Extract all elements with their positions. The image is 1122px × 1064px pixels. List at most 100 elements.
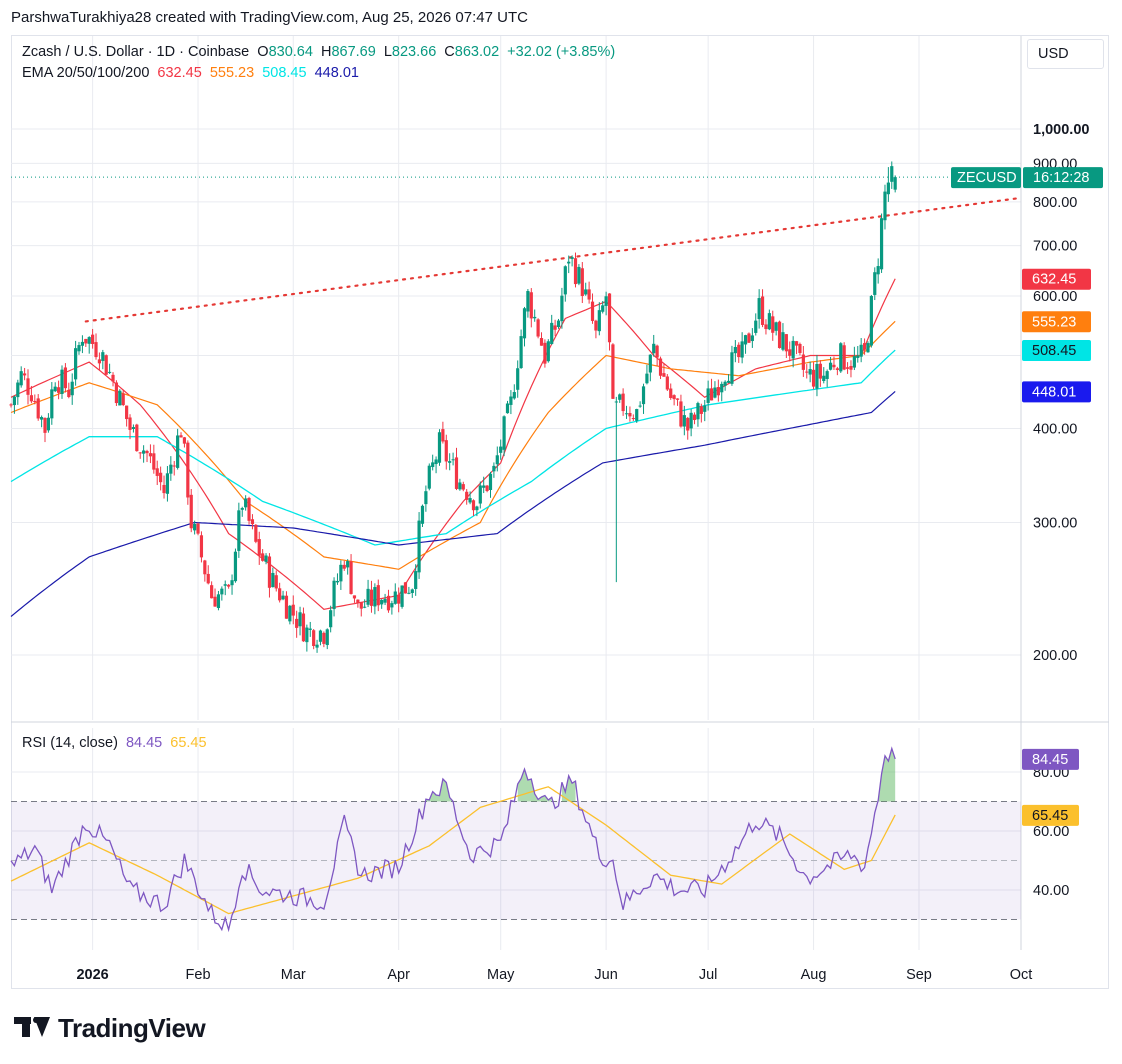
candle (529, 288, 533, 328)
candle-body (352, 595, 357, 599)
candle (114, 380, 119, 406)
candle (101, 349, 105, 370)
candle-body (580, 268, 584, 296)
candle (237, 502, 241, 558)
candle-body (169, 464, 173, 474)
candle (135, 423, 139, 452)
candle-body (696, 403, 700, 420)
candle (805, 364, 809, 379)
candle (669, 383, 673, 400)
candle (322, 631, 326, 648)
candle-body (873, 272, 877, 295)
candle-body (87, 337, 91, 344)
candle (155, 460, 159, 486)
candle-body (349, 561, 353, 594)
candle-body (750, 335, 754, 342)
candle (798, 342, 802, 356)
candle-body (764, 324, 768, 330)
candle-body (645, 373, 649, 384)
candle (261, 549, 265, 562)
candle-body (604, 296, 608, 306)
candle-body (522, 308, 527, 339)
rsi-label[interactable]: RSI (14, close) (22, 735, 118, 751)
candle-body (176, 435, 180, 468)
candle-body (594, 320, 598, 331)
candle-body (879, 218, 884, 270)
price-change: +32.02 (+3.85%) (507, 44, 616, 60)
symbol-name[interactable]: Zcash / U.S. Dollar · 1D · Coinbase (22, 44, 250, 60)
candle (706, 380, 710, 411)
candle (890, 161, 894, 189)
candle-body (607, 293, 612, 343)
price-tick-label: 1,000.00 (1033, 122, 1089, 138)
candle-body (648, 354, 652, 373)
candle-body (9, 404, 13, 406)
candle (862, 338, 867, 355)
candle-body (621, 393, 625, 412)
candle (495, 446, 499, 472)
candle (730, 345, 734, 386)
candle-body (686, 417, 690, 431)
candle-body (509, 396, 513, 405)
candle-body (740, 341, 744, 358)
candle (152, 444, 156, 474)
candle-body (805, 371, 809, 373)
candle (312, 629, 316, 650)
candle (869, 294, 873, 348)
candle (9, 403, 13, 408)
time-tick-label: Jun (594, 967, 617, 983)
rsi-ma-value: 65.45 (170, 735, 207, 751)
candle-body (743, 335, 748, 345)
candle-body (257, 539, 261, 556)
candle-body (791, 340, 795, 359)
candle-body (556, 320, 561, 328)
candle-body (114, 382, 119, 404)
candle (563, 265, 567, 302)
candle (478, 481, 482, 509)
ema-label[interactable]: EMA 20/50/100/200 (22, 65, 150, 81)
candle (618, 393, 622, 403)
currency-button[interactable]: USD (1027, 39, 1104, 69)
time-tick-label: Oct (1010, 967, 1033, 983)
candle-body (329, 610, 333, 628)
candle (349, 554, 353, 595)
candle (220, 586, 224, 601)
candle (179, 432, 183, 438)
candle (363, 599, 367, 609)
candle-body (196, 523, 200, 534)
ema200-price-tag-bg (1022, 381, 1091, 403)
candle-body (179, 435, 183, 438)
time-tick-label: Apr (387, 967, 410, 983)
candle-body (346, 561, 350, 568)
candle (393, 583, 397, 605)
candle-body (546, 341, 550, 362)
candle-body (794, 341, 799, 346)
candle (67, 382, 71, 399)
candle (594, 319, 598, 339)
candle (36, 394, 40, 421)
candle-body (771, 316, 775, 333)
candle-body (553, 325, 557, 330)
candle (210, 581, 214, 599)
candle-body (380, 600, 384, 605)
candle-body (584, 289, 588, 295)
candle (512, 384, 516, 400)
candle-body (458, 482, 462, 490)
candle-body (587, 289, 591, 300)
candle (556, 318, 561, 329)
candle (148, 444, 153, 464)
candle-body (709, 388, 714, 401)
candle (733, 340, 737, 363)
candle (859, 337, 863, 363)
chart-frame (11, 35, 1109, 989)
candle-body (342, 564, 346, 569)
candle-body (36, 398, 40, 419)
candle-body (808, 369, 812, 375)
candle-body (658, 358, 663, 376)
ema50-line (10, 320, 896, 570)
candle-body (852, 356, 856, 368)
candle (499, 439, 503, 460)
candle-body (33, 400, 37, 402)
candle (159, 466, 163, 491)
